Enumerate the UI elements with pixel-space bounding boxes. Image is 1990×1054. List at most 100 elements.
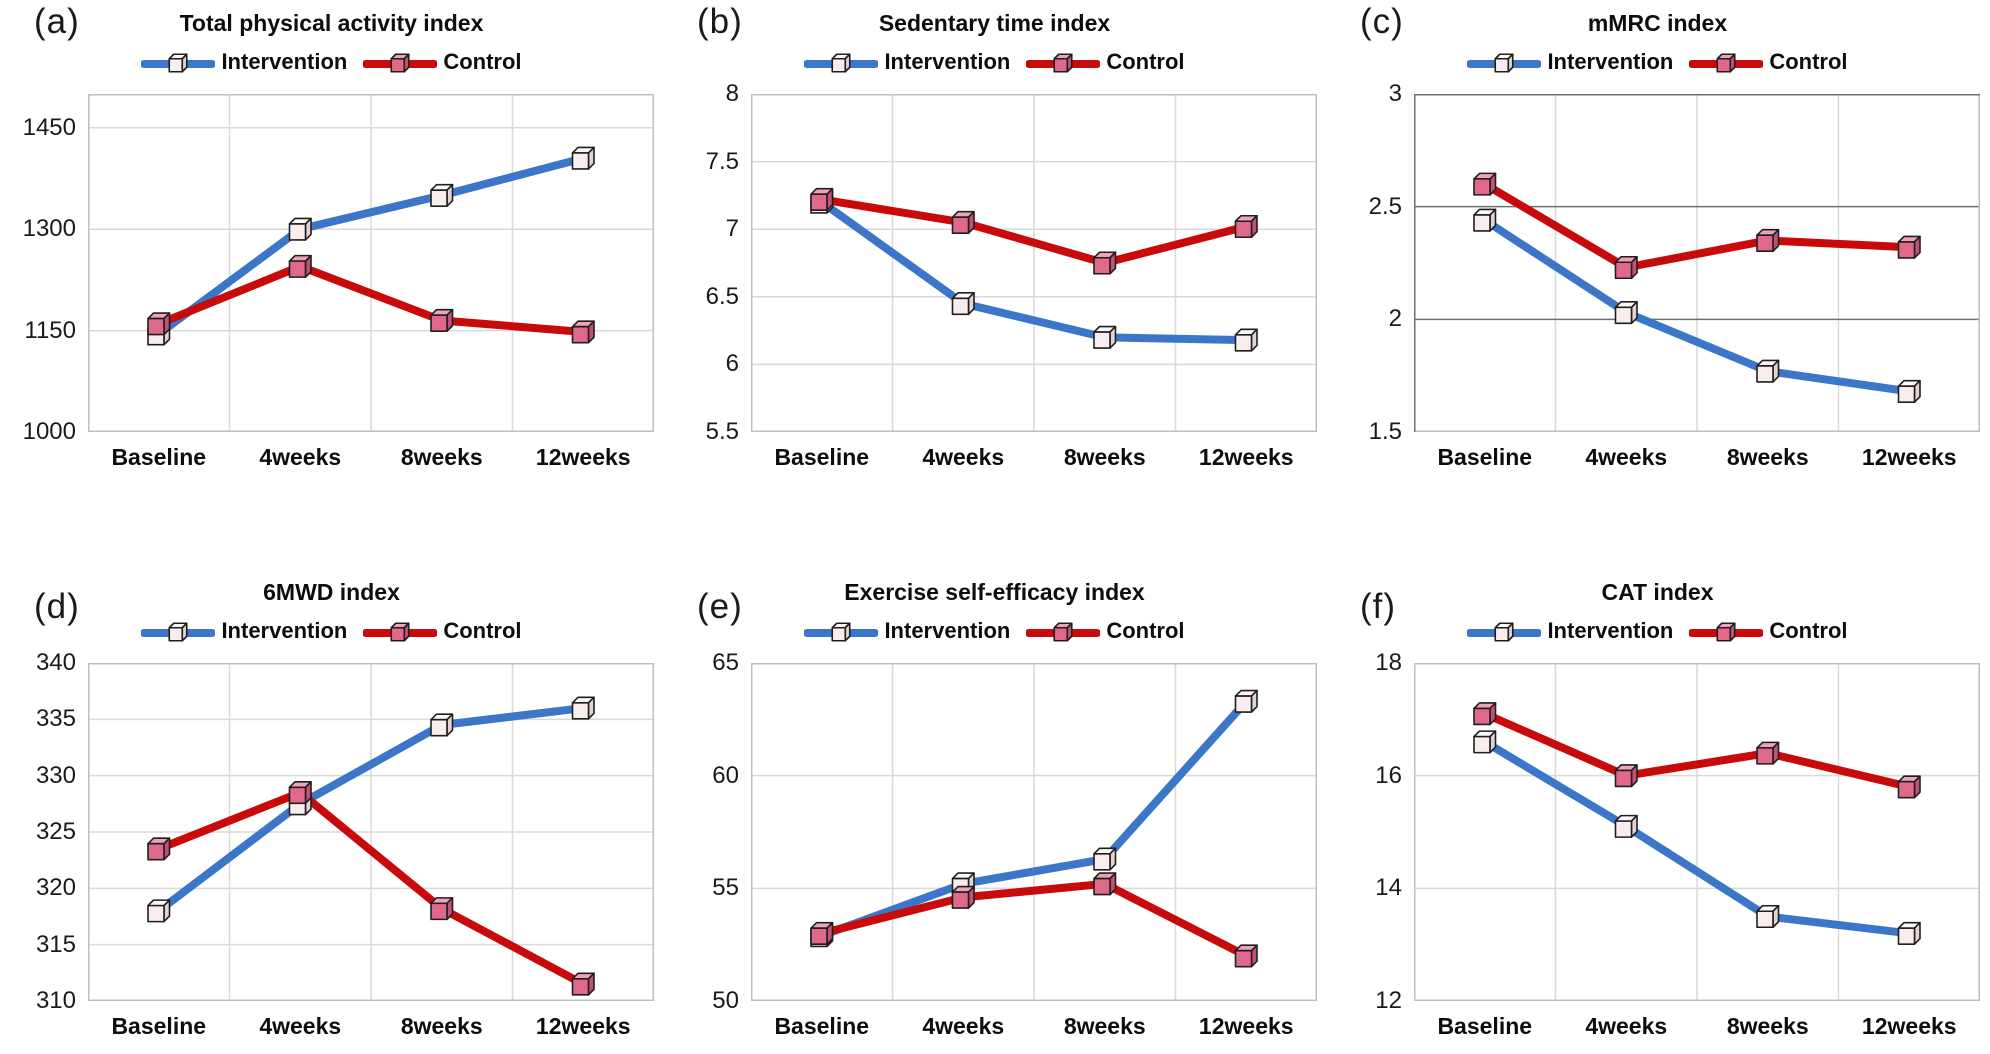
chart-panel-e: (e) Exercise self-efficacy index Interve… <box>663 527 1326 1054</box>
chart-area: 310 315 320 325 330 335 340 <box>36 649 654 1014</box>
chart-title: Exercise self-efficacy index <box>844 579 1145 605</box>
x-axis-tick-label: Baseline <box>1437 1013 1533 1039</box>
chart-area: 1.5 2 2.5 3 <box>1369 80 1980 445</box>
line-chart-plot <box>1414 94 1980 432</box>
chart-legend: Intervention Control <box>663 46 1326 78</box>
y-axis-tick-label: 6.5 <box>705 282 739 310</box>
line-chart-plot <box>88 663 654 1001</box>
x-axis-tick-label: 4weeks <box>259 1013 342 1039</box>
x-axis-tick-label: 4weeks <box>922 1013 1005 1039</box>
intervention-line-marker-icon <box>141 622 216 642</box>
y-axis-tick-label: 55 <box>712 874 739 902</box>
legend-item-control: Control <box>1026 47 1185 77</box>
x-axis-tick-label: 8weeks <box>1726 444 1809 470</box>
intervention-line-marker-icon <box>1467 622 1542 642</box>
legend-label-intervention: Intervention <box>1547 618 1674 643</box>
chart-area: 50 55 60 65 <box>712 649 1317 1014</box>
legend-label-intervention: Intervention <box>221 49 348 74</box>
y-axis-tick-label: 1300 <box>22 215 76 243</box>
intervention-line-marker-icon <box>141 53 216 73</box>
control-line-marker-icon <box>1026 53 1101 73</box>
x-axis-tick-labels: Baseline 4weeks 8weeks 12weeks <box>1414 1009 1980 1049</box>
legend-item-intervention: Intervention <box>141 616 347 646</box>
x-axis-tick-labels: Baseline 4weeks 8weeks 12weeks <box>1414 440 1980 480</box>
x-axis-tick-labels: Baseline 4weeks 8weeks 12weeks <box>751 440 1317 480</box>
y-axis-tick-label: 50 <box>712 987 739 1014</box>
x-axis-tick-label: Baseline <box>111 1013 207 1039</box>
control-line-marker-icon <box>1689 622 1764 642</box>
intervention-line-marker-icon <box>804 622 879 642</box>
control-line-marker-icon <box>1689 53 1764 73</box>
x-axis-tick-label: 12weeks <box>1198 444 1294 470</box>
legend-item-intervention: Intervention <box>804 616 1010 646</box>
x-axis-tick-label: 8weeks <box>400 444 483 470</box>
y-axis-tick-labels: 12 14 16 18 <box>1326 649 1402 1014</box>
y-axis-tick-label: 1.5 <box>1368 418 1402 445</box>
chart-title: mMRC index <box>1587 10 1728 36</box>
y-axis-tick-label: 2.5 <box>1368 192 1402 220</box>
x-axis-tick-label: 12weeks <box>1861 444 1957 470</box>
chart-legend: Intervention Control <box>1326 46 1989 78</box>
line-chart-plot <box>751 663 1317 1001</box>
legend-label-intervention: Intervention <box>1547 49 1674 74</box>
legend-label-control: Control <box>443 49 522 74</box>
y-axis-tick-label: 1450 <box>22 113 76 141</box>
y-axis-tick-label: 3 <box>1388 80 1402 107</box>
x-axis-tick-label: 8weeks <box>1063 1013 1146 1039</box>
y-axis-tick-label: 310 <box>35 987 76 1014</box>
legend-item-intervention: Intervention <box>1467 47 1673 77</box>
chart-panel-b: (b) Sedentary time index Intervention Co… <box>663 0 1326 527</box>
y-axis-tick-labels: 1.5 2 2.5 3 <box>1326 80 1402 445</box>
panel-letter: (e) <box>697 587 743 626</box>
chart-legend: Intervention Control <box>663 615 1326 647</box>
y-axis-tick-label: 325 <box>35 818 76 845</box>
x-axis-tick-labels: Baseline 4weeks 8weeks 12weeks <box>88 440 654 480</box>
y-axis-tick-label: 18 <box>1375 649 1402 676</box>
legend-label-control: Control <box>1106 618 1185 643</box>
x-axis-tick-label: Baseline <box>774 444 870 470</box>
panel-letter: (b) <box>697 2 743 41</box>
x-axis-tick-label: 12weeks <box>535 1013 631 1039</box>
legend-label-control: Control <box>1106 49 1185 74</box>
x-axis-tick-label: 8weeks <box>400 1013 483 1039</box>
y-axis-tick-label: 330 <box>35 761 76 789</box>
chart-legend: Intervention Control <box>1326 615 1989 647</box>
intervention-line-marker-icon <box>1467 53 1542 73</box>
legend-item-intervention: Intervention <box>804 47 1010 77</box>
y-axis-tick-label: 2 <box>1388 305 1402 333</box>
legend-label-intervention: Intervention <box>221 618 348 643</box>
legend-item-control: Control <box>363 616 522 646</box>
chart-panel-a: (a) Total physical activity index Interv… <box>0 0 663 527</box>
control-line-marker-icon <box>363 622 438 642</box>
y-axis-tick-label: 16 <box>1375 761 1402 789</box>
y-axis-tick-label: 8 <box>725 80 739 107</box>
chart-area: 12 14 16 18 <box>1375 649 1980 1014</box>
legend-item-control: Control <box>363 47 522 77</box>
panel-letter: (d) <box>34 587 80 626</box>
x-axis-tick-label: 8weeks <box>1726 1013 1809 1039</box>
y-axis-tick-label: 5.5 <box>705 418 739 445</box>
y-axis-tick-label: 65 <box>712 649 739 676</box>
panel-letter: (c) <box>1360 2 1404 41</box>
legend-item-intervention: Intervention <box>141 47 347 77</box>
legend-item-intervention: Intervention <box>1467 616 1673 646</box>
y-axis-tick-labels: 1000 1150 1300 1450 <box>0 94 76 445</box>
legend-label-intervention: Intervention <box>884 618 1011 643</box>
x-axis-tick-label: 4weeks <box>922 444 1005 470</box>
legend-label-intervention: Intervention <box>884 49 1011 74</box>
legend-label-control: Control <box>443 618 522 643</box>
line-chart-plot <box>1414 663 1980 1001</box>
chart-area: 1000 1150 1300 1450 <box>23 94 654 445</box>
legend-label-control: Control <box>1769 618 1848 643</box>
chart-panel-f: (f) CAT index Intervention Control 12 14 1… <box>1326 527 1989 1054</box>
chart-panel-c: (c) mMRC index Intervention Control 1.5 2… <box>1326 0 1989 527</box>
x-axis-tick-label: 4weeks <box>1585 1013 1668 1039</box>
y-axis-tick-label: 6 <box>725 350 739 378</box>
legend-item-control: Control <box>1026 616 1185 646</box>
y-axis-tick-labels: 310 315 320 325 330 335 340 <box>0 649 76 1014</box>
chart-legend: Intervention Control <box>0 46 663 78</box>
x-axis-tick-label: 4weeks <box>259 444 342 470</box>
x-axis-tick-label: 8weeks <box>1063 444 1146 470</box>
x-axis-tick-label: Baseline <box>1437 444 1533 470</box>
